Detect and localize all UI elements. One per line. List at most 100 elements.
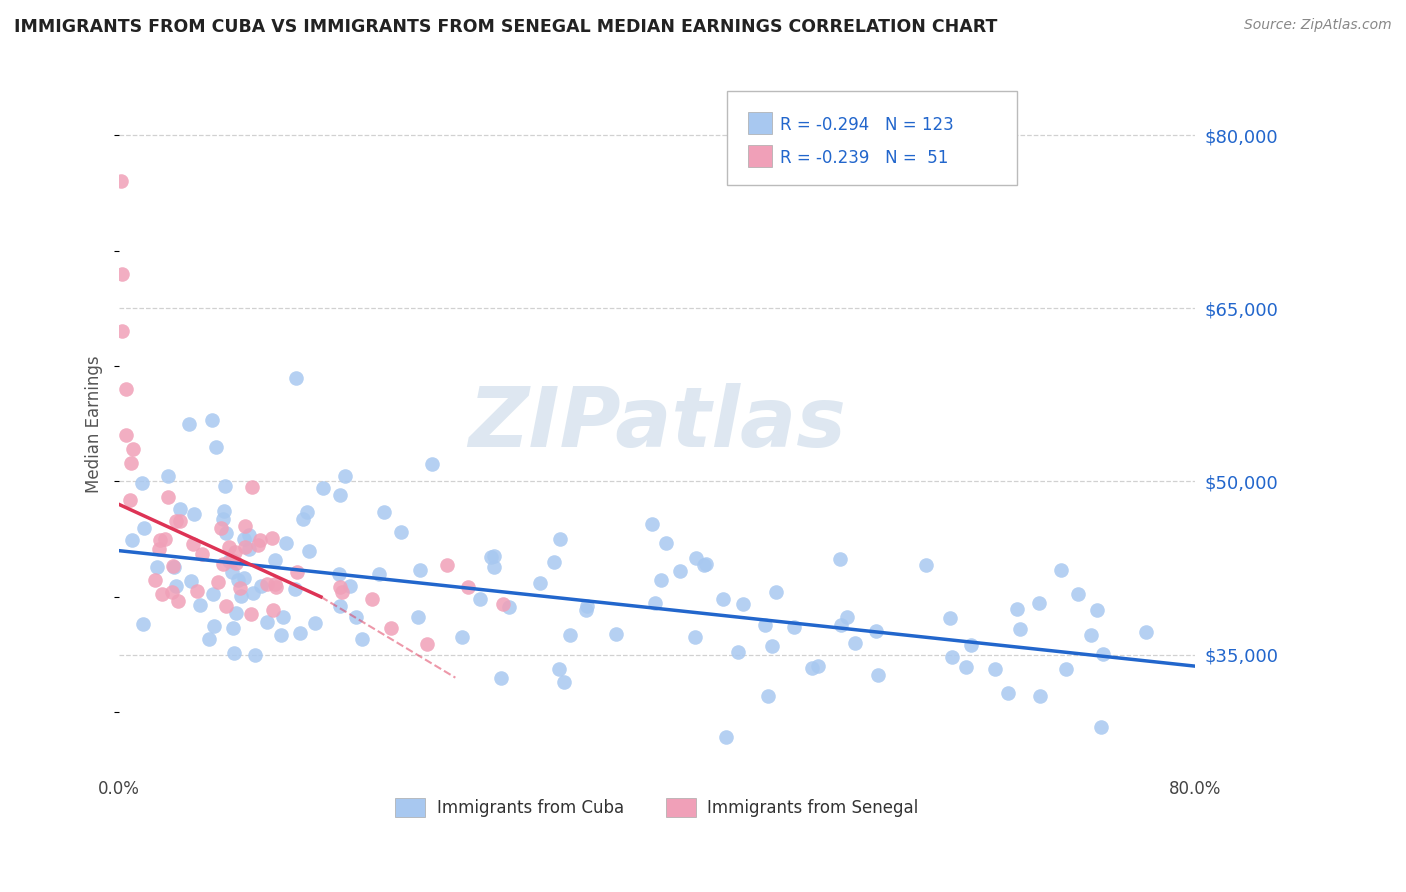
Point	[1087, 603, 1109, 617]
Point	[242, 480, 264, 494]
Point	[249, 579, 271, 593]
Point	[118, 492, 141, 507]
Point	[222, 646, 245, 660]
Point	[264, 580, 287, 594]
Point	[865, 624, 887, 638]
Point	[498, 599, 520, 614]
Point	[938, 611, 960, 625]
Point	[683, 630, 706, 644]
Point	[711, 592, 734, 607]
Point	[605, 627, 627, 641]
Point	[298, 544, 321, 558]
Point	[231, 589, 253, 603]
Point	[482, 559, 505, 574]
Point	[225, 606, 247, 620]
Point	[180, 574, 202, 588]
Point	[801, 661, 824, 675]
Point	[560, 628, 582, 642]
Text: R = -0.239   N =  51: R = -0.239 N = 51	[780, 149, 948, 167]
Point	[997, 686, 1019, 700]
Point	[290, 626, 312, 640]
Point	[489, 671, 512, 685]
Point	[915, 558, 938, 573]
Point	[150, 587, 173, 601]
Point	[160, 585, 183, 599]
Point	[264, 576, 287, 591]
Point	[830, 618, 852, 632]
Point	[202, 586, 225, 600]
Point	[329, 599, 352, 614]
Point	[731, 597, 754, 611]
Point	[575, 603, 598, 617]
Point	[330, 585, 353, 599]
Point	[110, 174, 132, 188]
Point	[955, 660, 977, 674]
Point	[239, 607, 262, 621]
Point	[188, 598, 211, 612]
Point	[157, 490, 180, 504]
Text: Source: ZipAtlas.com: Source: ZipAtlas.com	[1244, 18, 1392, 32]
Point	[1054, 662, 1077, 676]
Point	[204, 440, 226, 454]
Point	[209, 521, 232, 535]
Point	[218, 541, 240, 555]
Point	[214, 479, 236, 493]
Point	[1050, 563, 1073, 577]
Point	[149, 533, 172, 547]
Point	[246, 539, 269, 553]
Point	[482, 549, 505, 563]
Point	[650, 573, 672, 587]
Text: ZIPatlas: ZIPatlas	[468, 384, 846, 464]
Point	[233, 519, 256, 533]
Point	[233, 540, 256, 554]
Point	[179, 417, 201, 431]
Point	[285, 370, 308, 384]
Point	[111, 324, 134, 338]
Point	[451, 630, 474, 644]
Point	[249, 533, 271, 548]
Point	[457, 580, 479, 594]
Point	[754, 618, 776, 632]
Point	[406, 610, 429, 624]
Point	[270, 628, 292, 642]
Point	[416, 637, 439, 651]
Point	[262, 531, 284, 545]
Point	[169, 502, 191, 516]
Point	[644, 596, 666, 610]
Point	[959, 639, 981, 653]
Point	[941, 649, 963, 664]
Legend: Immigrants from Cuba, Immigrants from Senegal: Immigrants from Cuba, Immigrants from Se…	[388, 791, 925, 824]
Point	[238, 542, 260, 557]
Point	[295, 505, 318, 519]
Point	[373, 505, 395, 519]
Point	[1080, 628, 1102, 642]
Point	[716, 731, 738, 745]
Point	[548, 661, 571, 675]
Point	[169, 514, 191, 528]
Point	[284, 582, 307, 597]
Point	[1007, 602, 1029, 616]
Point	[761, 639, 783, 653]
Point	[844, 636, 866, 650]
Point	[693, 558, 716, 573]
Point	[242, 585, 264, 599]
Point	[553, 674, 575, 689]
Point	[238, 527, 260, 541]
Point	[361, 591, 384, 606]
Point	[191, 548, 214, 562]
Point	[685, 551, 707, 566]
Point	[121, 533, 143, 547]
Point	[333, 468, 356, 483]
Point	[146, 560, 169, 574]
Point	[835, 610, 858, 624]
Point	[186, 583, 208, 598]
Point	[367, 567, 389, 582]
Point	[198, 632, 221, 646]
Point	[550, 532, 572, 546]
Point	[380, 621, 402, 635]
Point	[640, 517, 662, 532]
Point	[669, 565, 692, 579]
Point	[274, 536, 297, 550]
Point	[1090, 720, 1112, 734]
Point	[828, 551, 851, 566]
